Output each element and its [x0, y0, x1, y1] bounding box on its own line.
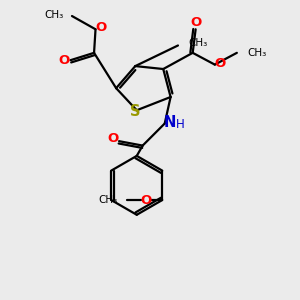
Text: O: O: [140, 194, 152, 207]
Text: N: N: [164, 115, 176, 130]
Text: CH₃: CH₃: [44, 10, 63, 20]
Text: S: S: [130, 104, 140, 119]
Text: O: O: [95, 21, 106, 34]
Text: CH₃: CH₃: [247, 48, 266, 58]
Text: O: O: [107, 132, 118, 145]
Text: H: H: [176, 118, 184, 131]
Text: O: O: [214, 57, 226, 70]
Text: CH₃: CH₃: [99, 195, 118, 205]
Text: CH₃: CH₃: [188, 38, 208, 47]
Text: O: O: [58, 54, 70, 67]
Text: O: O: [190, 16, 201, 29]
